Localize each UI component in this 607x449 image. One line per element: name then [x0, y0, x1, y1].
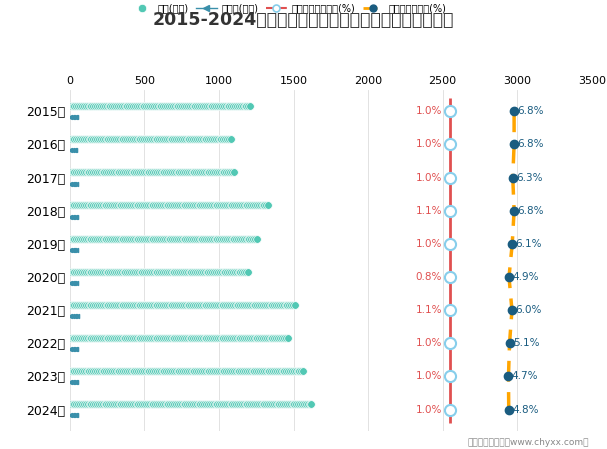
Text: 1.1%: 1.1%: [415, 305, 442, 315]
Text: 1.0%: 1.0%: [416, 106, 442, 116]
Text: 6.8%: 6.8%: [517, 206, 544, 216]
Text: 6.8%: 6.8%: [517, 106, 544, 116]
Text: 4.9%: 4.9%: [512, 272, 539, 282]
Text: 6.1%: 6.1%: [515, 239, 542, 249]
Text: 1.0%: 1.0%: [416, 239, 442, 249]
Text: 6.0%: 6.0%: [515, 305, 541, 315]
Text: 1.0%: 1.0%: [416, 405, 442, 414]
Legend: 存货(亿元), 产成品(亿元), 存货占流动资产比(%), 存货占总资产比(%): 存货(亿元), 产成品(亿元), 存货占流动资产比(%), 存货占总资产比(%): [127, 0, 450, 17]
Text: 1.0%: 1.0%: [416, 371, 442, 381]
Text: 2015-2024年电力、热力生产和供应业企业存货统计图: 2015-2024年电力、热力生产和供应业企业存货统计图: [153, 11, 454, 29]
Text: 0.8%: 0.8%: [416, 272, 442, 282]
Text: 6.8%: 6.8%: [517, 140, 544, 150]
Text: 1.0%: 1.0%: [416, 140, 442, 150]
Text: 制图：智研咨询（www.chyxx.com）: 制图：智研咨询（www.chyxx.com）: [467, 438, 589, 447]
Text: 5.1%: 5.1%: [513, 338, 540, 348]
Text: 6.3%: 6.3%: [516, 172, 543, 183]
Text: 1.0%: 1.0%: [416, 172, 442, 183]
Text: 1.1%: 1.1%: [415, 206, 442, 216]
Text: 4.7%: 4.7%: [512, 371, 538, 381]
Text: 1.0%: 1.0%: [416, 338, 442, 348]
Text: 4.8%: 4.8%: [512, 405, 538, 414]
